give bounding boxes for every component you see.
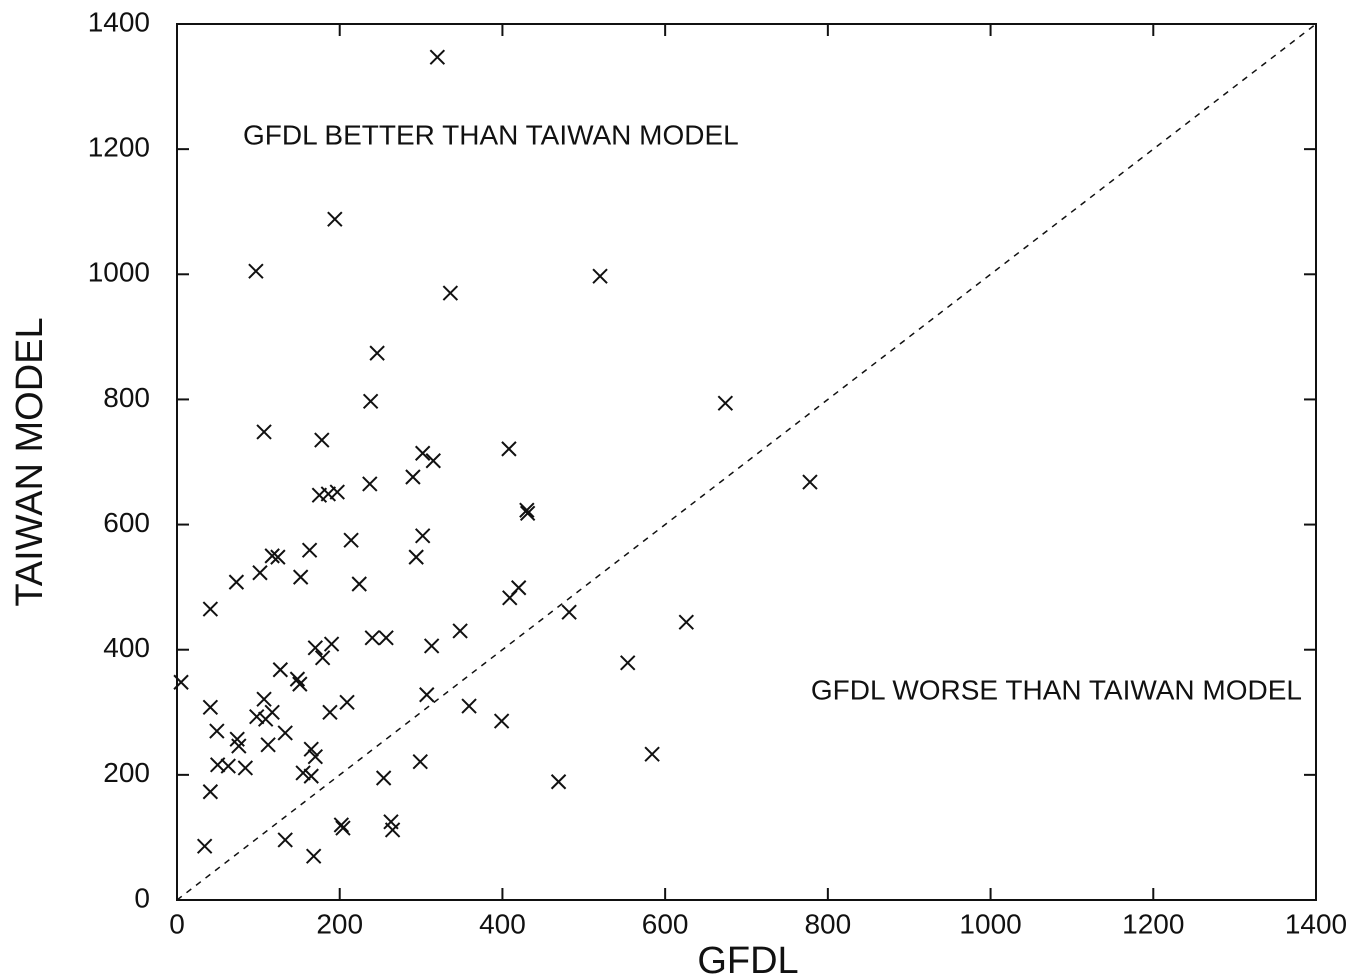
- point: [202, 601, 219, 617]
- point: [307, 640, 324, 656]
- point: [378, 630, 394, 646]
- point: [257, 711, 274, 727]
- point: [295, 765, 311, 781]
- point: [592, 268, 608, 284]
- point: [644, 746, 660, 762]
- y-tick-label: 1000: [88, 257, 150, 288]
- point: [333, 817, 350, 833]
- point: [414, 528, 431, 544]
- x-tick-label: 0: [169, 908, 185, 939]
- point: [802, 474, 818, 490]
- point: [369, 345, 385, 361]
- point: [408, 549, 424, 565]
- point: [425, 453, 441, 469]
- reference-line: [176, 23, 1317, 901]
- point: [405, 469, 421, 485]
- annotation: GFDL BETTER THAN TAIWAN MODEL: [243, 119, 739, 150]
- y-tick-label: 600: [103, 507, 150, 538]
- point: [717, 395, 734, 411]
- point: [231, 738, 247, 754]
- x-tick-label: 200: [316, 908, 363, 939]
- point: [270, 549, 286, 565]
- point: [362, 476, 378, 492]
- point: [202, 784, 219, 800]
- point: [220, 758, 236, 774]
- point: [173, 674, 189, 690]
- point: [322, 704, 338, 720]
- point: [292, 676, 308, 692]
- point: [248, 263, 264, 279]
- point: [419, 687, 435, 703]
- y-tick-label: 800: [103, 382, 150, 413]
- point: [252, 565, 268, 581]
- y-tick-label: 0: [134, 882, 150, 913]
- point: [429, 49, 446, 65]
- point: [678, 614, 695, 630]
- point: [364, 630, 380, 646]
- point: [272, 662, 289, 678]
- x-tick-label: 1400: [1285, 908, 1347, 939]
- point: [202, 699, 219, 715]
- point: [442, 285, 459, 301]
- point: [303, 768, 319, 784]
- point: [620, 655, 636, 671]
- point: [339, 694, 355, 710]
- point: [384, 822, 401, 838]
- point: [301, 542, 318, 558]
- point: [209, 723, 225, 739]
- point: [343, 532, 359, 548]
- plot-frame: [176, 23, 1317, 901]
- point: [303, 741, 319, 757]
- point: [314, 650, 331, 666]
- point: [493, 713, 510, 729]
- point: [196, 838, 213, 854]
- point: [375, 770, 392, 786]
- point: [277, 832, 293, 848]
- point: [362, 393, 379, 410]
- x-tick-label: 600: [642, 908, 689, 939]
- point: [256, 424, 272, 440]
- point: [502, 590, 518, 606]
- point: [423, 638, 440, 654]
- point: [452, 623, 468, 639]
- point: [289, 671, 306, 687]
- point: [277, 725, 293, 741]
- y-tick-label: 400: [103, 632, 150, 663]
- point: [414, 445, 431, 461]
- point: [550, 774, 567, 790]
- x-tick-label: 800: [804, 908, 851, 939]
- point: [237, 760, 254, 776]
- point: [292, 569, 309, 585]
- point: [323, 636, 340, 652]
- point: [228, 574, 245, 590]
- annotation: GFDL WORSE THAN TAIWAN MODEL: [811, 674, 1302, 705]
- point: [320, 486, 337, 502]
- y-axis-label: TAIWAN MODEL: [9, 317, 51, 606]
- point: [561, 604, 577, 620]
- x-tick-label: 1000: [959, 908, 1021, 939]
- x-axis-label: GFDL: [697, 940, 798, 980]
- point: [305, 848, 322, 864]
- point: [260, 737, 276, 753]
- point: [335, 820, 351, 836]
- point: [412, 754, 428, 770]
- x-tick-label: 1200: [1122, 908, 1184, 939]
- point: [329, 484, 345, 500]
- point: [256, 691, 272, 707]
- y-tick-label: 1400: [88, 6, 150, 37]
- point: [501, 441, 517, 457]
- point: [519, 502, 535, 518]
- y-tick-label: 200: [103, 757, 150, 788]
- point: [461, 698, 477, 714]
- y-tick-label: 1200: [88, 132, 150, 163]
- point: [264, 548, 280, 564]
- point: [327, 211, 343, 227]
- point: [314, 432, 330, 448]
- point: [351, 576, 367, 592]
- point: [307, 749, 324, 765]
- point: [519, 505, 536, 522]
- point: [249, 708, 265, 725]
- x-tick-label: 400: [479, 908, 526, 939]
